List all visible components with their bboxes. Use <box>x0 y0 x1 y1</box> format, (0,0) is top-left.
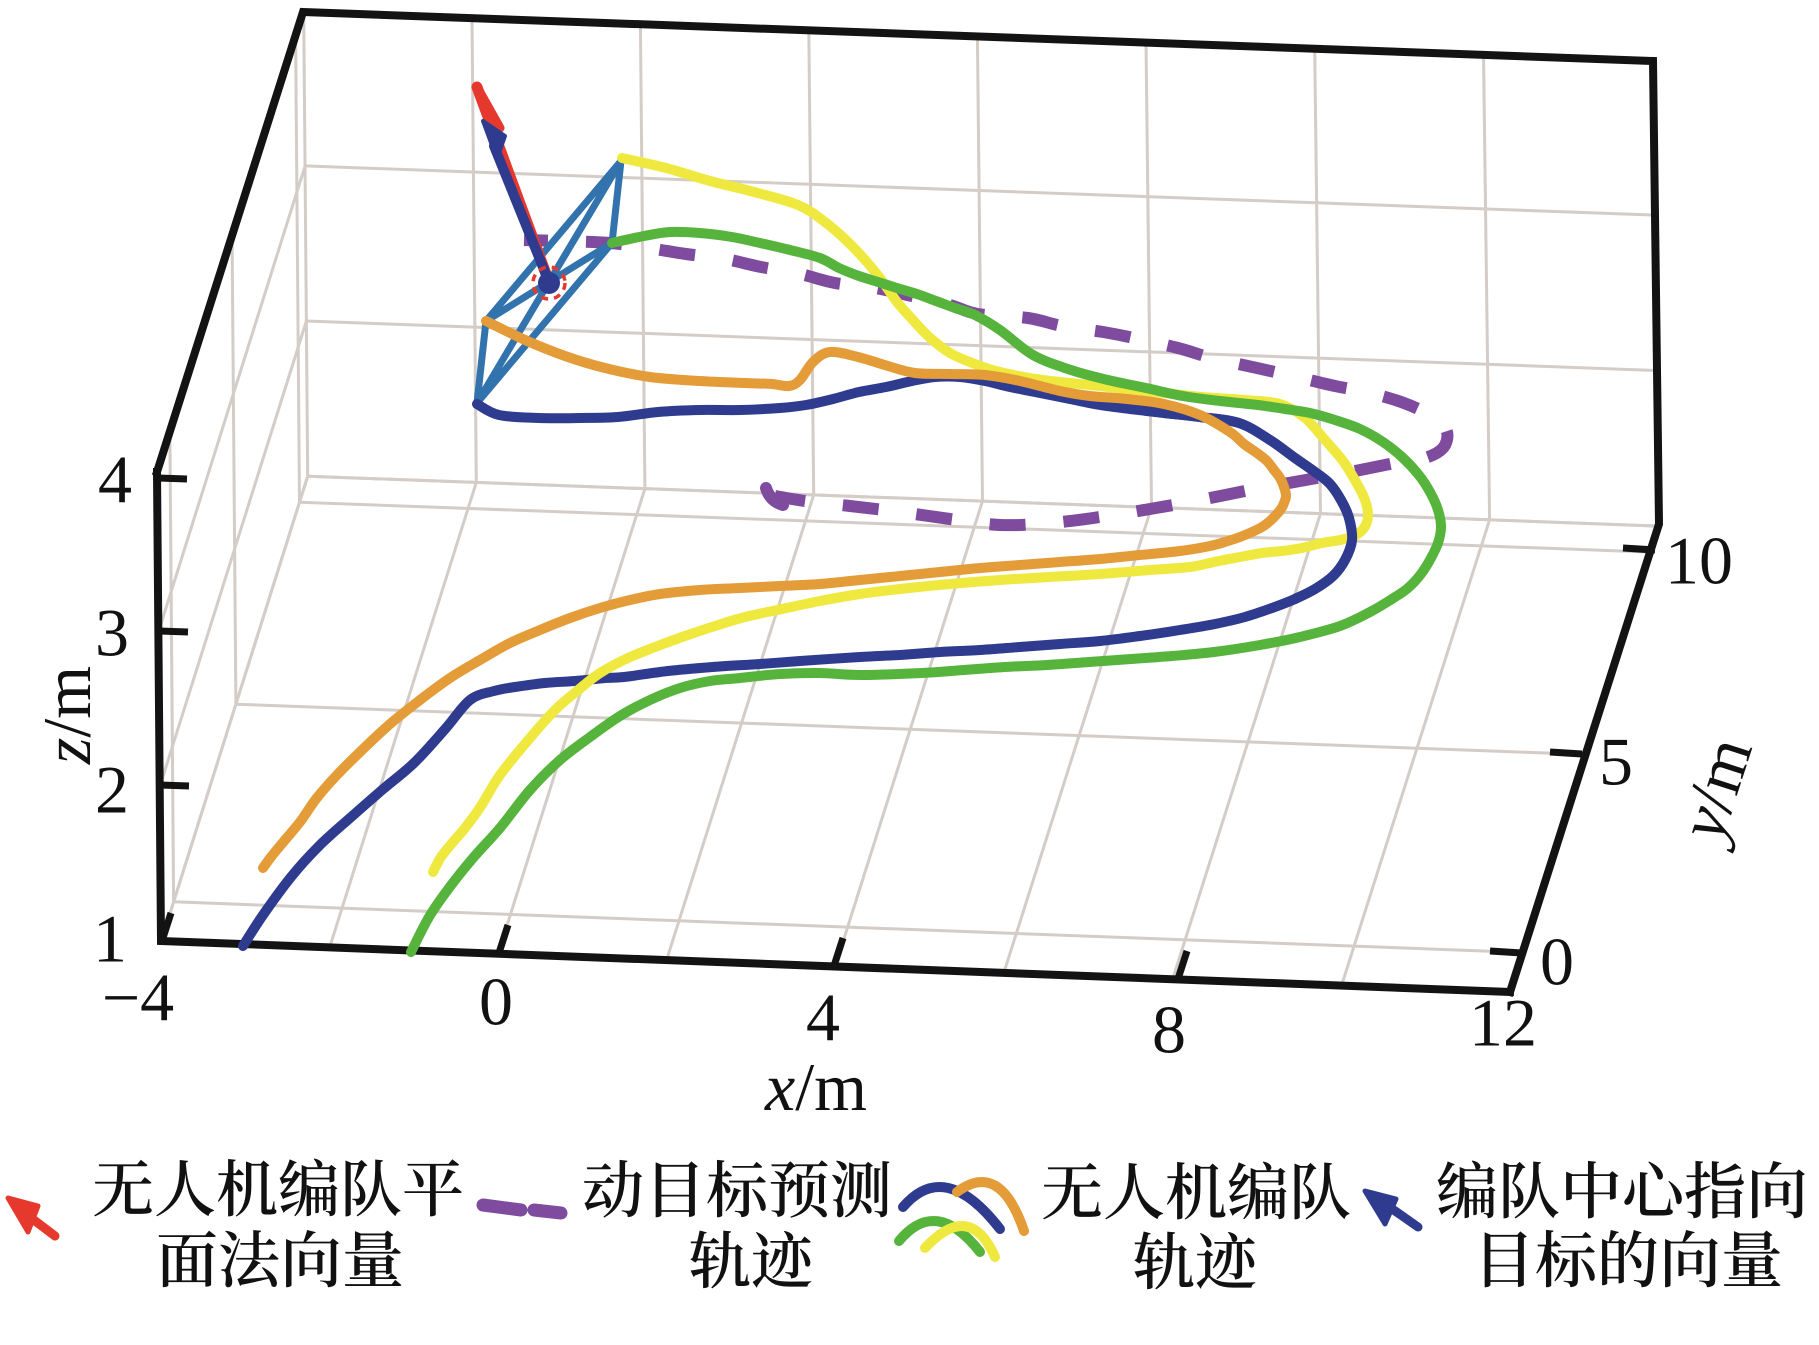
svg-text:8: 8 <box>1152 991 1186 1067</box>
svg-text:0: 0 <box>1540 923 1574 999</box>
svg-text:x/m: x/m <box>764 1049 867 1125</box>
svg-text:z/m: z/m <box>29 666 105 765</box>
svg-text:12: 12 <box>1469 984 1537 1060</box>
svg-text:5: 5 <box>1599 723 1633 799</box>
svg-text:2: 2 <box>95 751 129 827</box>
svg-text:−4: −4 <box>102 959 174 1035</box>
svg-text:1: 1 <box>93 900 127 976</box>
svg-text:4: 4 <box>806 979 840 1055</box>
svg-text:4: 4 <box>98 441 132 517</box>
svg-text:10: 10 <box>1665 522 1733 598</box>
svg-text:3: 3 <box>95 594 129 670</box>
svg-text:0: 0 <box>479 963 513 1039</box>
